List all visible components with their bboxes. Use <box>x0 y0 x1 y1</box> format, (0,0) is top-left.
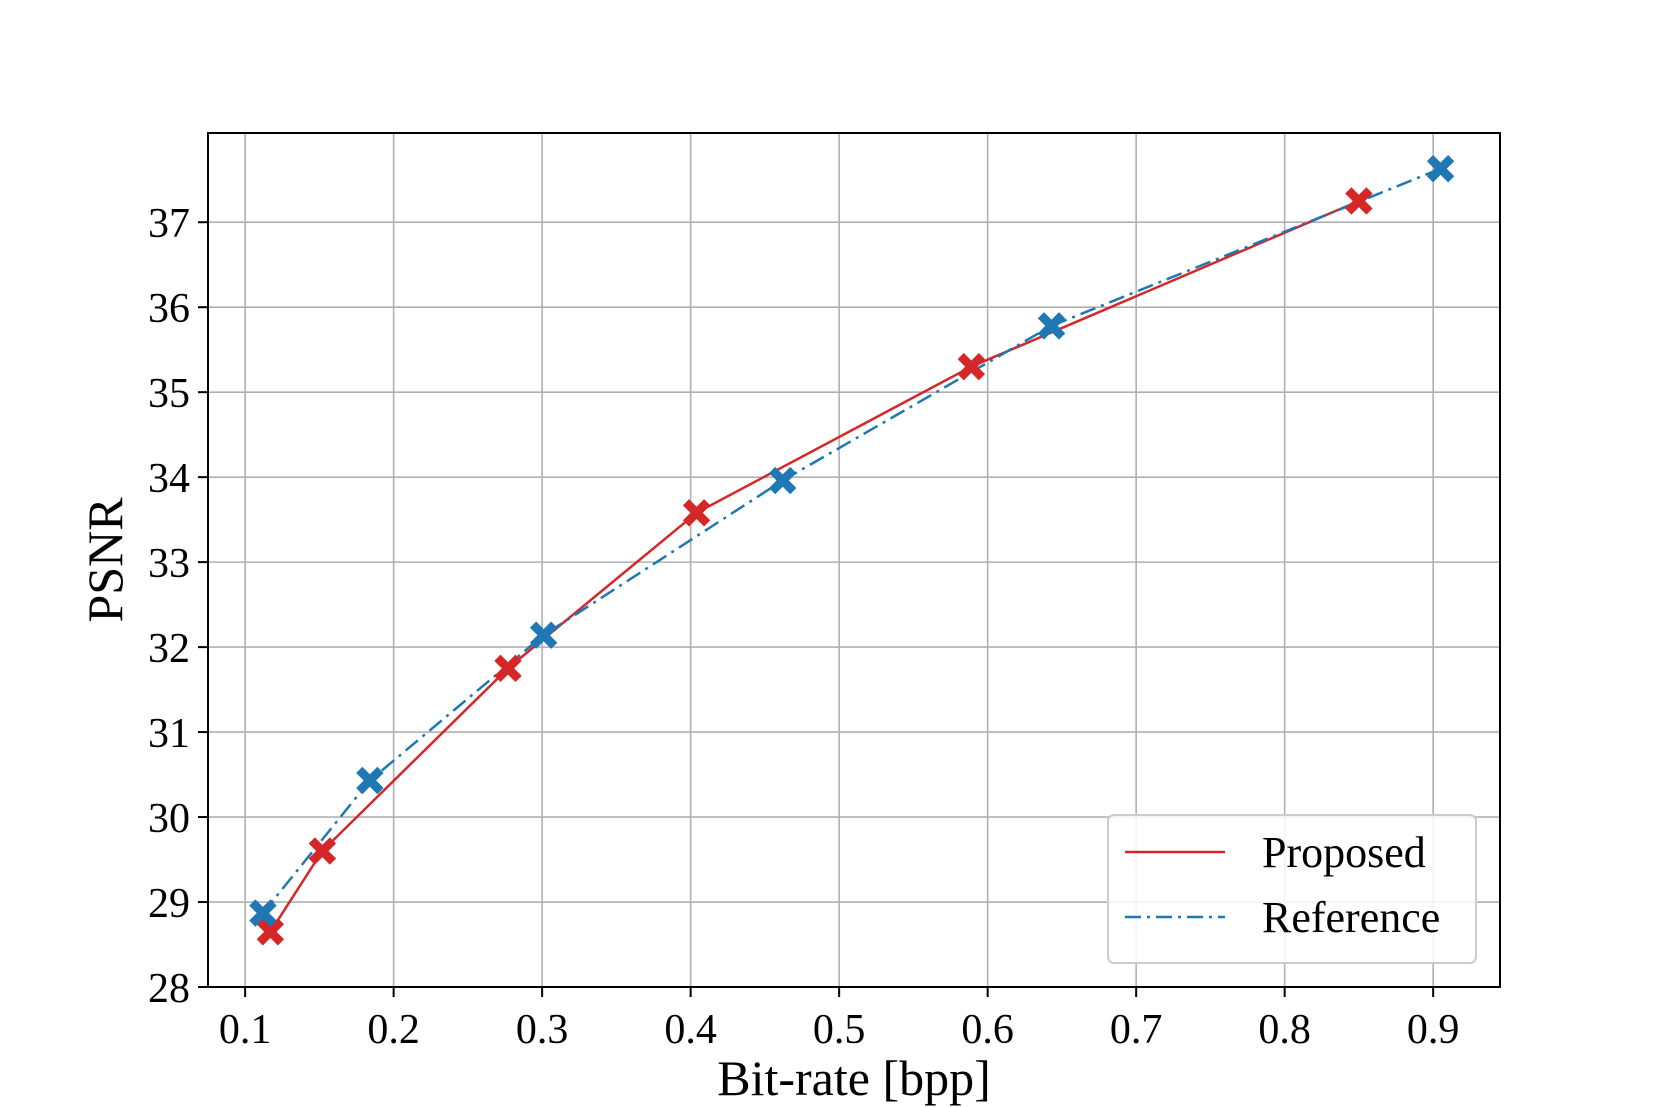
data-point-proposed <box>682 499 711 527</box>
y-tick-label: 29 <box>148 881 190 927</box>
y-axis-label: PSNR <box>77 497 133 623</box>
x-tick-label: 0.9 <box>1407 1007 1460 1053</box>
x-tick-label: 0.7 <box>1110 1007 1163 1053</box>
axis-ticks: 0.1 0.2 0.3 0.4 0.5 0.6 0.7 0.8 0.9 28 29 30 31 32 33 3… <box>148 201 1459 1053</box>
data-point-proposed <box>1345 187 1373 215</box>
series-line-reference <box>261 167 1442 914</box>
x-tick-label: 0.4 <box>664 1007 717 1053</box>
legend: Proposed Reference <box>1107 814 1477 964</box>
x-tick-label: 0.8 <box>1258 1007 1311 1053</box>
y-tick-label: 28 <box>148 966 190 1012</box>
y-tick-label: 32 <box>148 626 190 672</box>
plot-area-frame <box>207 132 1501 988</box>
y-tick-label: 33 <box>148 541 190 587</box>
data-point-proposed <box>256 918 285 946</box>
data-point-proposed <box>957 352 986 381</box>
data-point-reference <box>1037 312 1066 340</box>
data-point-reference <box>249 899 277 927</box>
y-tick-label: 37 <box>148 201 190 247</box>
x-tick-label: 0.1 <box>219 1007 272 1053</box>
series-markers <box>249 154 1455 946</box>
data-point-reference <box>1426 154 1455 183</box>
data-point-proposed <box>494 654 522 683</box>
series-line-proposed <box>269 199 1360 933</box>
legend-label-reference: Reference <box>1262 893 1440 942</box>
legend-label-proposed: Proposed <box>1262 828 1426 877</box>
x-tick-label: 0.2 <box>367 1007 420 1053</box>
data-point-reference <box>529 621 558 649</box>
y-tick-label: 35 <box>148 371 190 417</box>
data-point-proposed <box>308 837 337 865</box>
y-tick-label: 34 <box>148 456 190 502</box>
data-point-reference <box>769 466 797 495</box>
x-tick-label: 0.6 <box>961 1007 1014 1053</box>
series-lines <box>261 167 1442 933</box>
y-tick-label: 31 <box>148 711 190 757</box>
x-tick-label: 0.5 <box>813 1007 866 1053</box>
x-tick-label: 0.3 <box>516 1007 569 1053</box>
y-tick-label: 30 <box>148 796 190 842</box>
y-tick-label: 36 <box>148 286 190 332</box>
data-point-reference <box>356 766 384 795</box>
x-axis-label: Bit-rate [bpp] <box>717 1050 991 1106</box>
